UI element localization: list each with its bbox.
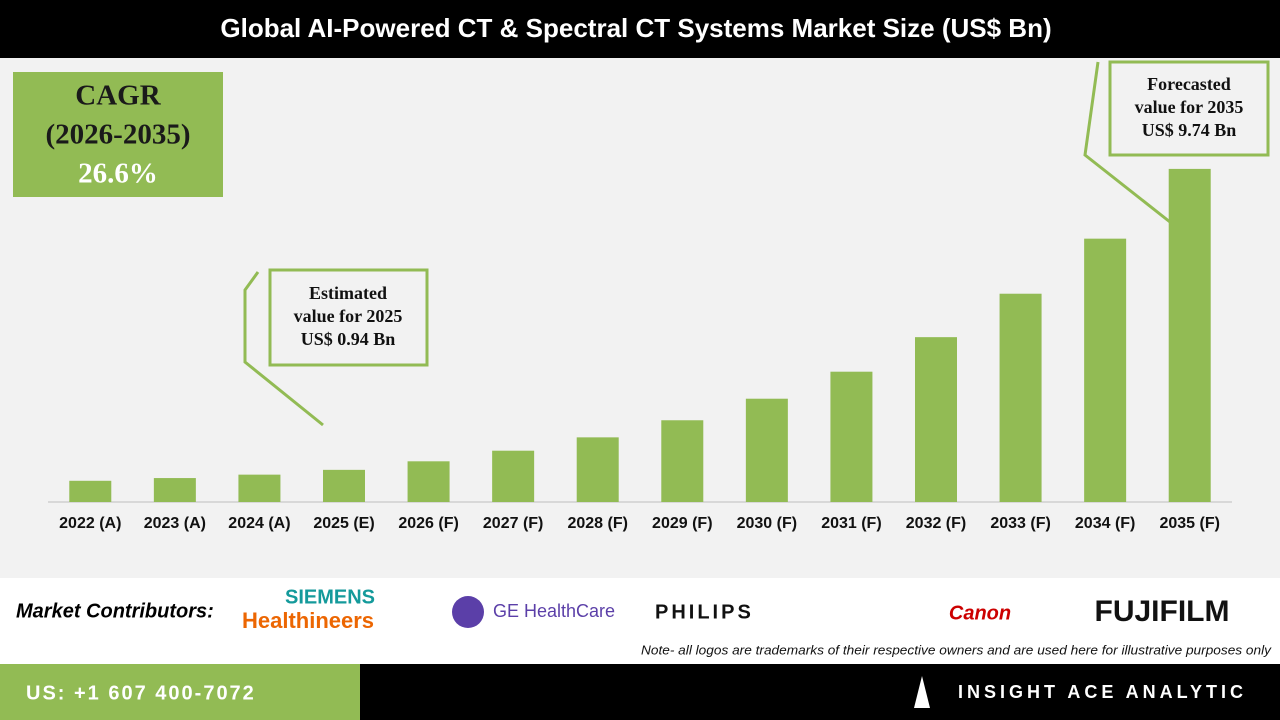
contributors-label: Market Contributors: (16, 600, 214, 622)
annotation-text: value for 2035 (1135, 97, 1244, 117)
bar (915, 337, 957, 502)
annotation-text: US$ 9.74 Bn (1142, 120, 1237, 140)
bar (407, 461, 450, 502)
cagr-box (13, 72, 223, 197)
x-tick-label: 2030 (F) (737, 515, 797, 532)
x-tick-label: 2028 (F) (567, 515, 627, 532)
bar (153, 478, 196, 502)
x-tick-label: 2035 (F) (1159, 515, 1219, 532)
logo-mark (452, 596, 484, 628)
bar (745, 398, 788, 502)
annotation-text: value for 2025 (294, 306, 403, 326)
x-tick-label: 2026 (F) (398, 515, 458, 532)
phone: US: +1 607 400-7072 (26, 682, 256, 704)
x-tick-label: 2033 (F) (990, 515, 1050, 532)
bar (830, 371, 873, 502)
x-tick-label: 2022 (A) (59, 515, 121, 532)
cagr-value: 26.6% (78, 158, 158, 190)
annotation-text: US$ 0.94 Bn (301, 329, 396, 349)
bar (323, 469, 365, 502)
bar (999, 293, 1042, 502)
bar (492, 450, 535, 502)
x-tick-label: 2032 (F) (906, 515, 966, 532)
bar (1168, 168, 1211, 502)
cagr-period: (2026-2035) (46, 119, 191, 151)
x-tick-label: 2029 (F) (652, 515, 712, 532)
x-tick-label: 2034 (F) (1075, 515, 1135, 532)
annotation-box (268, 268, 429, 367)
logo: SIEMENS (285, 586, 375, 608)
contributors-panel (0, 578, 1280, 664)
logo: PHILIPS (655, 601, 754, 623)
annotation-text: Estimated (309, 283, 387, 303)
annotation-connector (1083, 61, 1171, 224)
x-tick-label: 2023 (A) (144, 515, 206, 532)
logo: GE HealthCare (493, 601, 615, 621)
title-bar (0, 0, 1280, 58)
x-tick-label: 2027 (F) (483, 515, 543, 532)
annotation-connector (243, 271, 324, 427)
cagr-label: CAGR (75, 80, 161, 112)
logo: Healthineers (242, 608, 374, 633)
chart-title: Global AI-Powered CT & Spectral CT Syste… (220, 13, 1051, 43)
bar (238, 474, 281, 502)
company-name: INSIGHT ACE ANALYTIC (958, 682, 1247, 702)
annotation-box (1108, 60, 1270, 157)
footer-left (0, 664, 360, 720)
bar (576, 437, 619, 502)
bar (661, 420, 704, 502)
bar (69, 480, 112, 502)
annotation-text: Forecasted (1147, 74, 1231, 94)
x-tick-label: 2025 (E) (313, 515, 374, 532)
logo: FUJIFILM (1095, 595, 1230, 628)
x-tick-label: 2031 (F) (821, 515, 881, 532)
company-logo (914, 676, 930, 708)
x-tick-label: 2024 (A) (228, 515, 290, 532)
note: Note- all logos are trademarks of their … (641, 643, 1272, 657)
logo: Canon (949, 602, 1011, 624)
bar (1084, 238, 1127, 502)
footer-right (360, 664, 1280, 720)
